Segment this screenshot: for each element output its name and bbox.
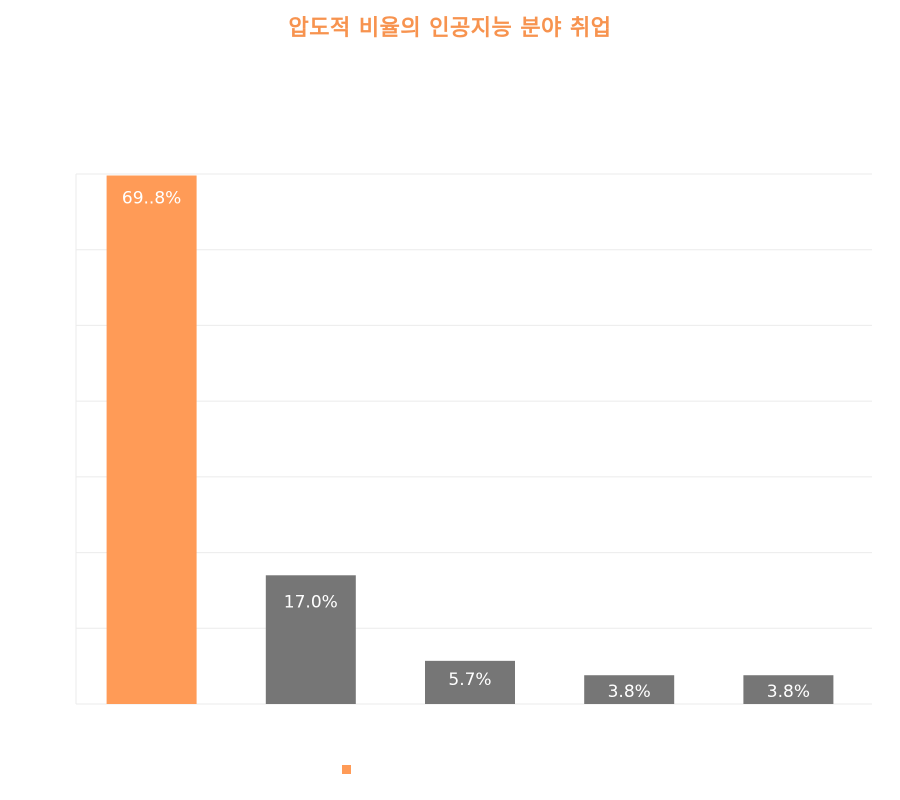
data-labels: 69..8% 17.0% 5.7% 3.8% 3.8% (122, 189, 810, 703)
data-label-2: 17.0% (284, 592, 338, 612)
bar-1 (106, 175, 197, 704)
legend-swatch (342, 765, 351, 774)
bars (106, 175, 834, 704)
data-label-5: 3.8% (767, 682, 810, 702)
bar-3 (425, 660, 515, 704)
bar-2 (265, 575, 356, 704)
bar-4 (584, 675, 675, 704)
gridlines (75, 173, 872, 705)
data-label-1: 69..8% (122, 189, 181, 209)
chart-title: 압도적 비율의 인공지능 분야 취업 (288, 16, 612, 41)
data-label-3: 5.7% (448, 670, 491, 690)
bar-5 (743, 675, 834, 704)
data-label-4: 3.8% (608, 682, 651, 702)
